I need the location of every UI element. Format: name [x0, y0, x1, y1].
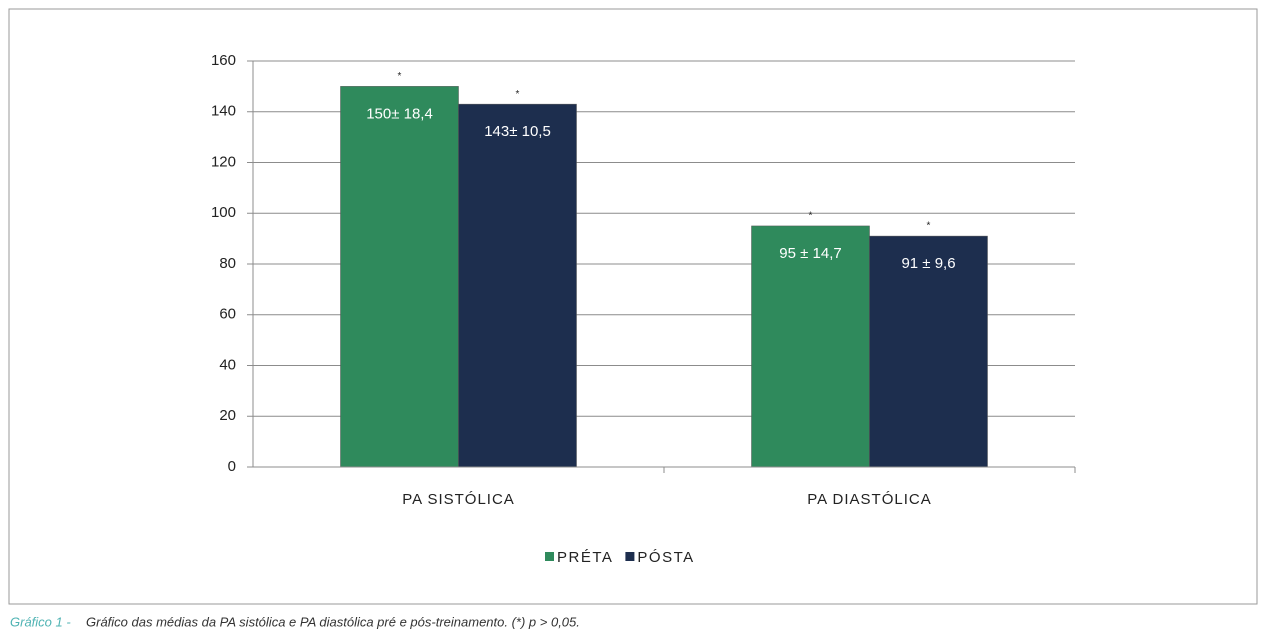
y-tick-label: 140	[211, 103, 236, 120]
value-label: 95 ± 14,7	[779, 245, 841, 262]
y-tick-label: 80	[219, 255, 236, 272]
caption: Gráfico das médias da PA sistólica e PA …	[86, 614, 580, 629]
bar	[869, 235, 988, 468]
legend-label: PRÉTA	[557, 549, 613, 566]
caption-label: Gráfico 1 -	[10, 614, 71, 629]
bar	[340, 86, 459, 468]
bar	[751, 225, 870, 468]
y-tick-label: 120	[211, 153, 236, 170]
significance-mark: *	[809, 211, 813, 222]
legend-label: PÓSTA	[637, 549, 694, 566]
y-tick-label: 60	[219, 306, 236, 323]
value-label: 143± 10,5	[484, 123, 551, 140]
y-tick-label: 100	[211, 204, 236, 221]
x-tick-label: PA SISTÓLICA	[402, 491, 515, 508]
significance-mark: *	[398, 71, 402, 82]
bar	[458, 103, 577, 468]
value-label: 91 ± 9,6	[901, 255, 955, 272]
y-tick-label: 20	[219, 407, 236, 424]
y-tick-label: 0	[228, 458, 236, 475]
legend-swatch	[545, 552, 554, 561]
value-label: 150± 18,4	[366, 105, 433, 122]
legend-swatch	[625, 552, 635, 561]
x-tick-label: PA DIASTÓLICA	[807, 491, 931, 508]
chart-border	[8, 8, 1258, 605]
y-tick-label: 160	[211, 52, 236, 69]
significance-mark: *	[927, 221, 931, 232]
y-tick-label: 40	[219, 356, 236, 373]
significance-mark: *	[516, 89, 520, 100]
